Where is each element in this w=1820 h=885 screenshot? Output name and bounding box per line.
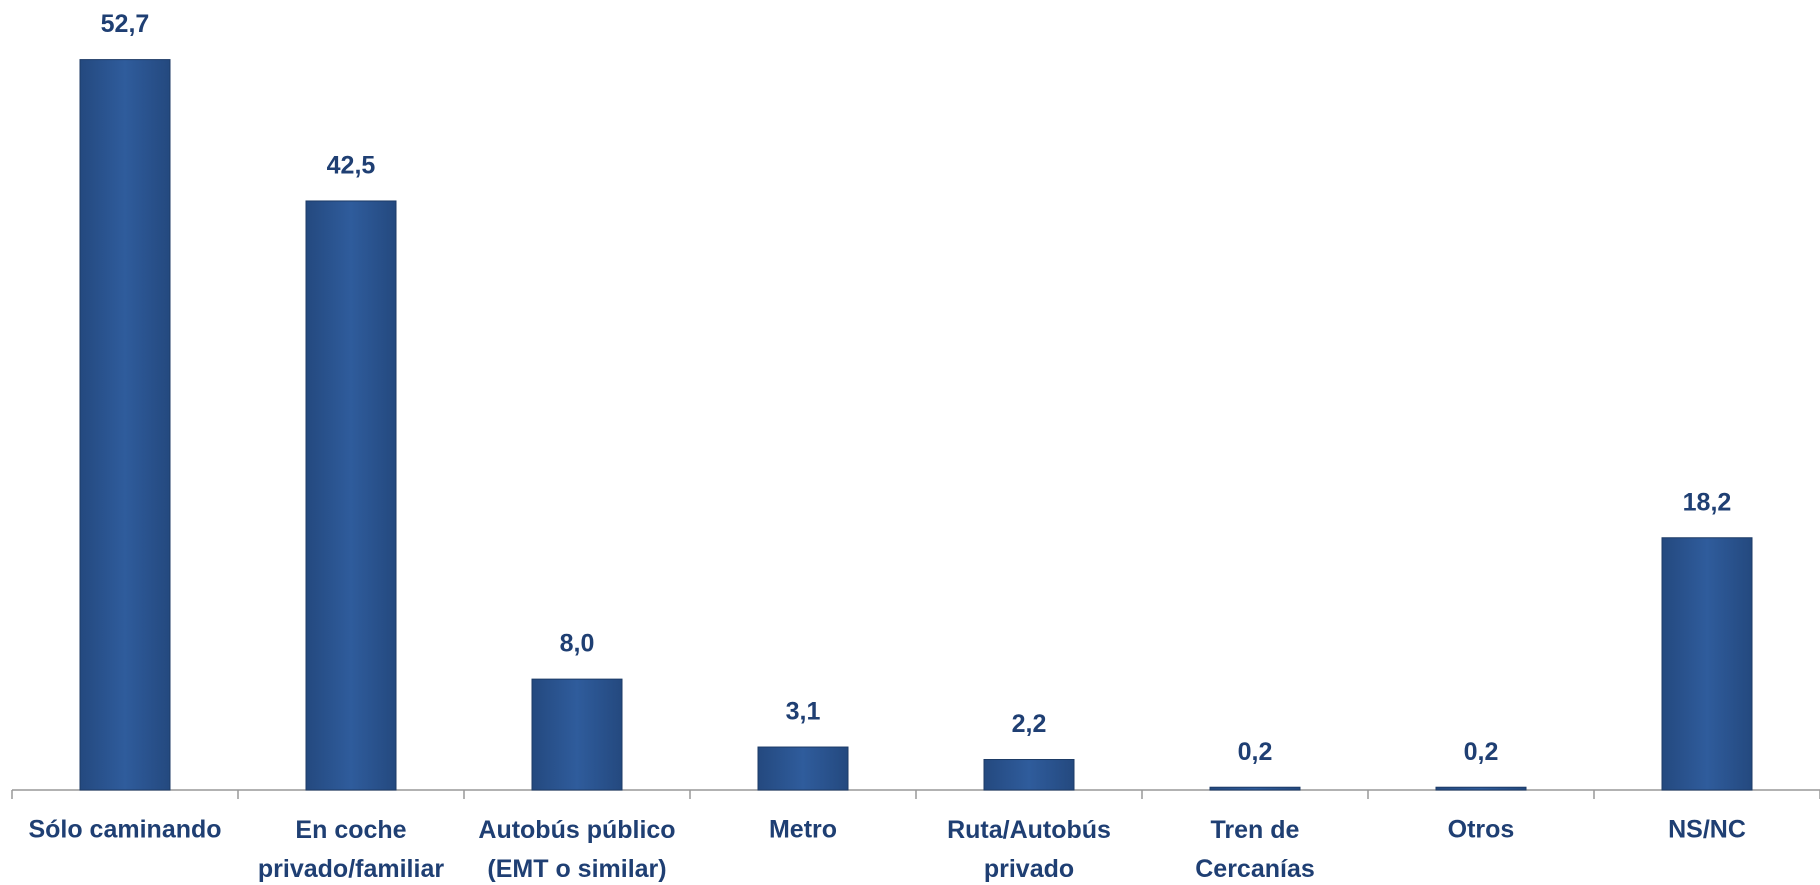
- bar: [1435, 786, 1527, 791]
- x-tick-label: Metro: [769, 816, 837, 844]
- bar: [983, 759, 1075, 791]
- bar: [531, 678, 623, 791]
- x-tick-label: Ruta/Autobús privado: [947, 816, 1111, 883]
- value-label: 18,2: [1683, 488, 1732, 516]
- value-label: 0,2: [1464, 738, 1499, 766]
- bar: [757, 746, 849, 791]
- bar: [305, 200, 397, 791]
- value-label: 3,1: [786, 698, 821, 726]
- x-tick-label: Tren de Cercanías: [1195, 816, 1315, 883]
- value-label: 52,7: [101, 10, 150, 38]
- x-tick-label: Sólo caminando: [28, 816, 221, 844]
- bar: [1661, 537, 1753, 791]
- value-label: 0,2: [1238, 738, 1273, 766]
- x-tick-label: Otros: [1448, 816, 1515, 844]
- x-tick-label: Autobús público (EMT o similar): [478, 816, 675, 883]
- value-label: 42,5: [327, 152, 376, 180]
- x-tick-label: En coche privado/familiar: [258, 816, 444, 883]
- x-tick-label: NS/NC: [1668, 816, 1746, 844]
- bar: [79, 59, 171, 791]
- value-label: 8,0: [560, 630, 595, 658]
- value-label: 2,2: [1012, 710, 1047, 738]
- bar: [1209, 786, 1301, 791]
